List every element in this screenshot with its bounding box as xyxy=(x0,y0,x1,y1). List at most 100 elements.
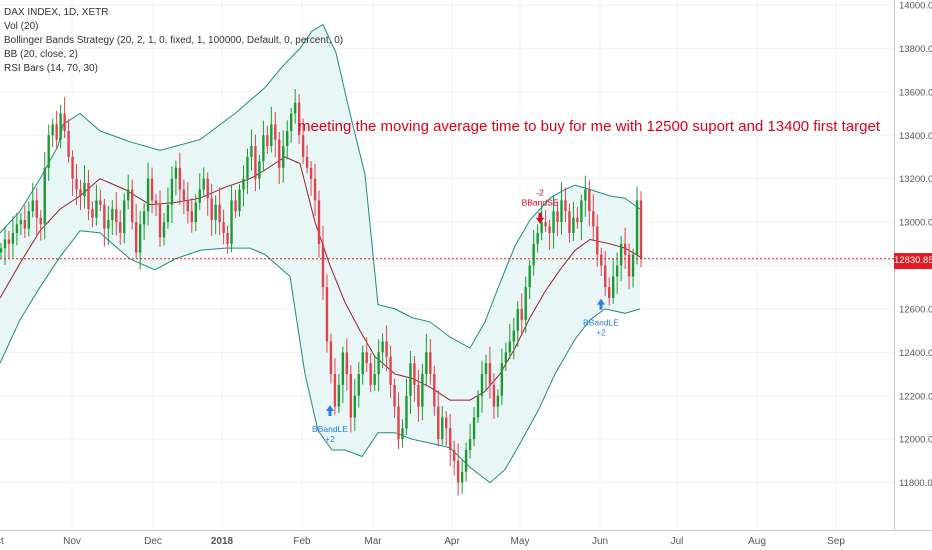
x-tick-label: Sep xyxy=(827,536,845,547)
candle-body xyxy=(150,178,154,201)
candle-body xyxy=(182,189,186,201)
candle-body xyxy=(536,232,539,244)
signal-count: +2 xyxy=(325,434,335,444)
candle-body xyxy=(611,276,615,299)
candle-body xyxy=(123,200,126,233)
candle-body xyxy=(234,200,237,212)
candle-body xyxy=(103,204,106,229)
x-tick-label: Aug xyxy=(748,536,766,547)
candle-body xyxy=(377,352,380,375)
candle-body xyxy=(592,211,595,227)
candle-body xyxy=(142,211,146,225)
candle-body xyxy=(345,352,349,375)
candle-body xyxy=(190,211,194,223)
candle-body xyxy=(639,200,643,259)
candle-body xyxy=(508,341,512,353)
legend-bb[interactable]: BB (20, close, 2) xyxy=(4,49,78,60)
candle-body xyxy=(51,124,54,136)
candle-body xyxy=(27,211,31,229)
candle-body xyxy=(23,219,27,229)
candle-body xyxy=(83,183,86,197)
x-tick-label: Nov xyxy=(63,536,81,547)
candle-body xyxy=(43,167,46,225)
candle-body xyxy=(607,287,611,299)
candle-body xyxy=(238,189,241,212)
candle-body xyxy=(409,363,412,396)
candle-body xyxy=(226,232,229,244)
candle-body xyxy=(274,124,277,140)
candle-body xyxy=(75,178,78,190)
candle-body xyxy=(445,417,448,429)
x-tick-label: Mar xyxy=(364,536,382,547)
candle-body xyxy=(623,243,627,255)
candle-body xyxy=(250,146,253,157)
legend-symbol[interactable]: DAX INDEX, 1D, XETR xyxy=(4,7,109,18)
candle-body xyxy=(627,254,631,277)
candle-body xyxy=(401,428,404,440)
candle-body xyxy=(357,374,360,396)
candle-body xyxy=(532,243,535,266)
candle-body xyxy=(246,156,249,179)
candle-body xyxy=(564,200,567,212)
candle-body xyxy=(146,178,150,212)
indicator-legend: DAX INDEX, 1D, XETR Vol (20) Bollinger B… xyxy=(4,6,343,76)
candle-body xyxy=(186,200,190,212)
candle-body xyxy=(365,352,368,364)
candle-body xyxy=(341,352,345,385)
candle-body xyxy=(262,135,265,162)
candle-body xyxy=(15,224,19,233)
candle-body xyxy=(138,224,142,253)
candle-body xyxy=(556,211,559,223)
candle-body xyxy=(349,374,353,418)
candle-body xyxy=(206,178,209,199)
candle-body xyxy=(266,135,269,147)
candle-body xyxy=(576,217,579,223)
candle-body xyxy=(321,243,325,288)
candle-body xyxy=(405,395,408,429)
candle-body xyxy=(270,124,273,147)
y-tick-label: 12600.00 xyxy=(899,304,932,315)
candle-body xyxy=(134,222,138,253)
y-tick-label: 12200.00 xyxy=(899,391,932,402)
chart-annotation[interactable]: meeting the moving average time to buy f… xyxy=(298,118,880,135)
x-tick-label: Apr xyxy=(444,536,460,547)
candle-body xyxy=(393,384,396,407)
candle-body xyxy=(309,167,313,179)
candle-body xyxy=(492,384,496,407)
y-tick-label: 13000.00 xyxy=(899,218,932,229)
candle-body xyxy=(369,363,372,385)
legend-rsi[interactable]: RSI Bars (14, 70, 30) xyxy=(4,63,98,74)
candle-body xyxy=(71,156,74,179)
candle-body xyxy=(79,189,82,197)
candle-body xyxy=(293,102,297,114)
candle-body xyxy=(464,450,468,472)
legend-strategy[interactable]: Bollinger Bands Strategy (20, 2, 1, 0, f… xyxy=(4,35,344,46)
candle-body xyxy=(421,374,424,407)
bollinger-basis-line xyxy=(0,156,641,401)
short-signal-arrow xyxy=(536,212,544,224)
candle-body xyxy=(198,189,201,203)
candle-body xyxy=(544,222,547,227)
x-tick-label: May xyxy=(511,536,530,547)
long-signal-arrow xyxy=(597,298,605,310)
candle-body xyxy=(472,417,476,440)
candle-body xyxy=(516,308,519,331)
candle-body xyxy=(35,200,38,218)
candle-body xyxy=(385,341,388,357)
candle-body xyxy=(397,406,400,440)
candle-body xyxy=(452,450,456,461)
candle-body xyxy=(441,417,444,440)
candle-body xyxy=(115,209,118,223)
legend-volume[interactable]: Vol (20) xyxy=(4,21,39,32)
y-tick-label: 14000.00 xyxy=(899,1,932,12)
candle-body xyxy=(488,363,492,385)
candle-body xyxy=(67,130,70,157)
candle-body xyxy=(389,356,392,385)
time-axis[interactable]: Oct Nov Dec 2018 Feb Mar Apr May Jun Jul Aug Sep xyxy=(0,536,845,547)
y-tick-label: 13600.00 xyxy=(899,87,932,98)
candle-body xyxy=(333,374,337,407)
candle-body xyxy=(202,178,205,190)
candle-body xyxy=(194,202,197,223)
candle-body xyxy=(584,189,587,201)
